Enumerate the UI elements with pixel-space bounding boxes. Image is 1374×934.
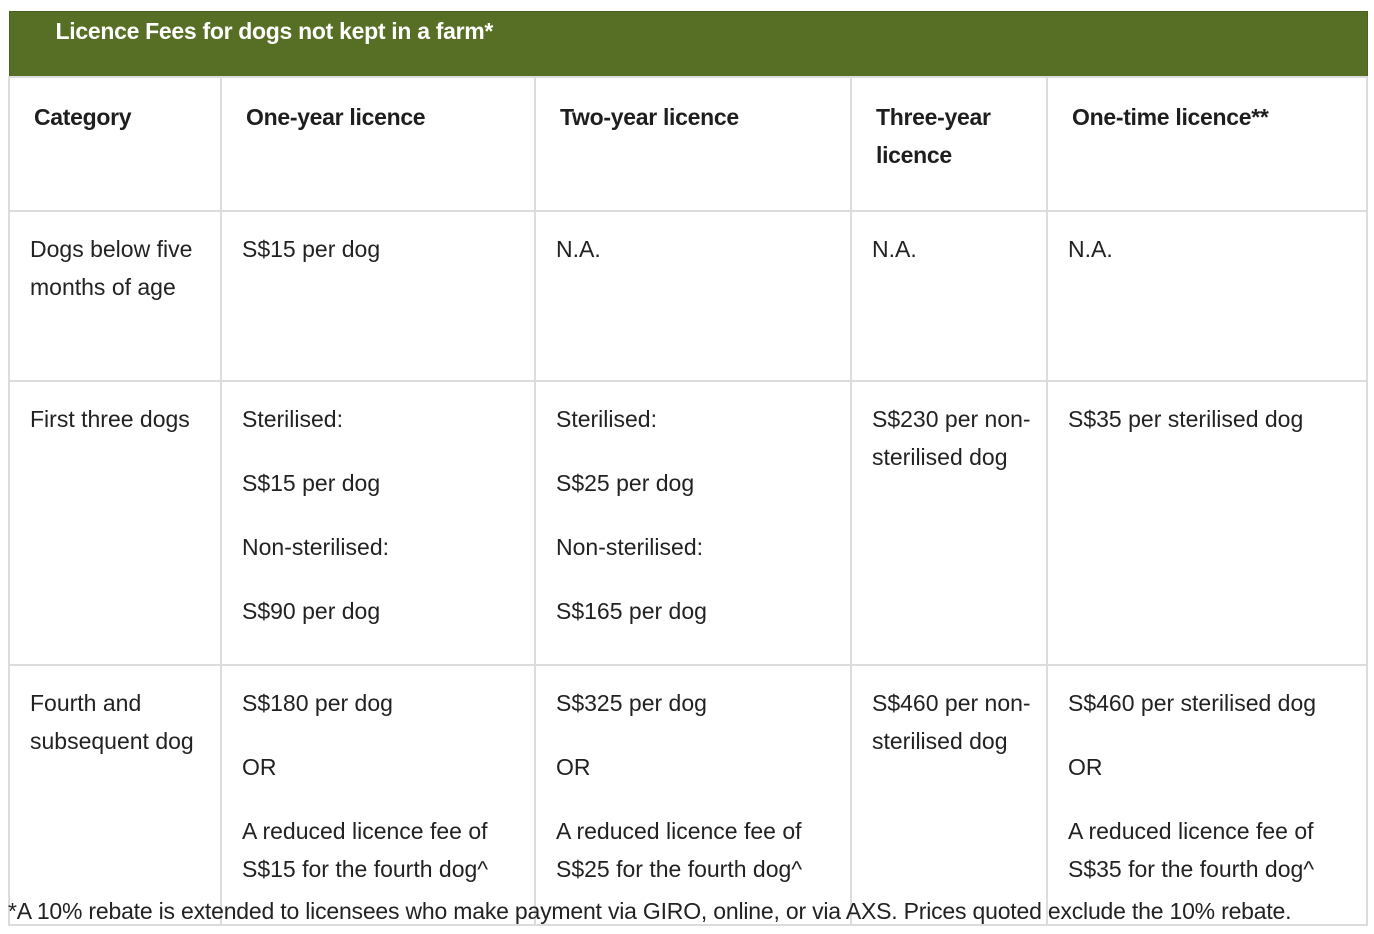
category-cell: First three dogs — [8, 380, 222, 666]
three-year-cell: N.A. — [850, 210, 1048, 382]
header-one-year: One-year licence — [220, 76, 536, 212]
cell-text: First three dogs — [30, 406, 190, 432]
one-time-cell: S$35 per sterilised dog — [1045, 380, 1369, 666]
two-year-cell: Sterilised: S$25 per dog Non-sterilised:… — [534, 380, 852, 666]
cell-text: A reduced licence fee of S$15 for the fo… — [242, 818, 489, 882]
cell-text: S$15 per dog — [242, 236, 381, 262]
cell-text: S$35 per sterilised dog — [1068, 406, 1304, 432]
cell-text: N.A. — [872, 236, 917, 262]
table-row: Fourth and subsequent dog S$180 per dog … — [8, 664, 1369, 926]
header-one-time: One-time licence** — [1045, 76, 1369, 212]
cell-text: S$90 per dog — [242, 598, 381, 624]
category-cell: Fourth and subsequent dog — [8, 664, 222, 926]
three-year-cell: S$460 per non-sterilised dog — [850, 664, 1048, 926]
one-year-cell: S$180 per dog OR A reduced licence fee o… — [220, 664, 536, 926]
cell-text: S$460 per sterilised dog — [1068, 690, 1317, 716]
cell-text: S$325 per dog — [556, 690, 707, 716]
one-year-cell: Sterilised: S$15 per dog Non-sterilised:… — [220, 380, 536, 666]
cell-text: Non-sterilised: — [242, 534, 389, 560]
header-category: Category — [8, 76, 222, 212]
cell-text: S$15 per dog — [242, 470, 381, 496]
cell-text: S$230 per non-sterilised dog — [872, 406, 1031, 470]
cell-text: Sterilised: — [556, 406, 657, 432]
cell-text: Fourth and subsequent dog — [30, 690, 194, 754]
cell-text: S$180 per dog — [242, 690, 393, 716]
header-three-year: Three-year licence — [850, 76, 1048, 212]
one-year-cell: S$15 per dog — [220, 210, 536, 382]
three-year-cell: S$230 per non-sterilised dog — [850, 380, 1048, 666]
cell-text: S$165 per dog — [556, 598, 707, 624]
cell-text: Dogs below five months of age — [30, 236, 193, 300]
two-year-cell: S$325 per dog OR A reduced licence fee o… — [534, 664, 852, 926]
cell-text: Non-sterilised: — [556, 534, 703, 560]
cell-text: OR — [556, 754, 591, 780]
cell-text: N.A. — [1068, 236, 1113, 262]
two-year-cell: N.A. — [534, 210, 852, 382]
header-two-year: Two-year licence — [534, 76, 852, 212]
rebate-footnote: *A 10% rebate is extended to licensees w… — [8, 898, 1292, 924]
cell-text: A reduced licence fee of S$25 for the fo… — [556, 818, 803, 882]
table-title: Licence Fees for dogs not kept in a farm… — [8, 11, 1368, 78]
cell-text: S$460 per non-sterilised dog — [872, 690, 1031, 754]
licence-fee-table: Licence Fees for dogs not kept in a farm… — [8, 11, 1369, 926]
cell-text: OR — [1068, 754, 1103, 780]
table-row: First three dogs Sterilised: S$15 per do… — [8, 380, 1369, 666]
table-header-row: Category One-year licence Two-year licen… — [8, 76, 1369, 212]
one-time-cell: N.A. — [1045, 210, 1369, 382]
cell-text: N.A. — [556, 236, 601, 262]
cell-text: A reduced licence fee of S$35 for the fo… — [1068, 818, 1315, 882]
cell-text: S$25 per dog — [556, 470, 695, 496]
cell-text: OR — [242, 754, 277, 780]
cell-text: Sterilised: — [242, 406, 343, 432]
one-time-cell: S$460 per sterilised dog OR A reduced li… — [1045, 664, 1369, 926]
table-row: Dogs below five months of age S$15 per d… — [8, 210, 1369, 382]
category-cell: Dogs below five months of age — [8, 210, 222, 382]
